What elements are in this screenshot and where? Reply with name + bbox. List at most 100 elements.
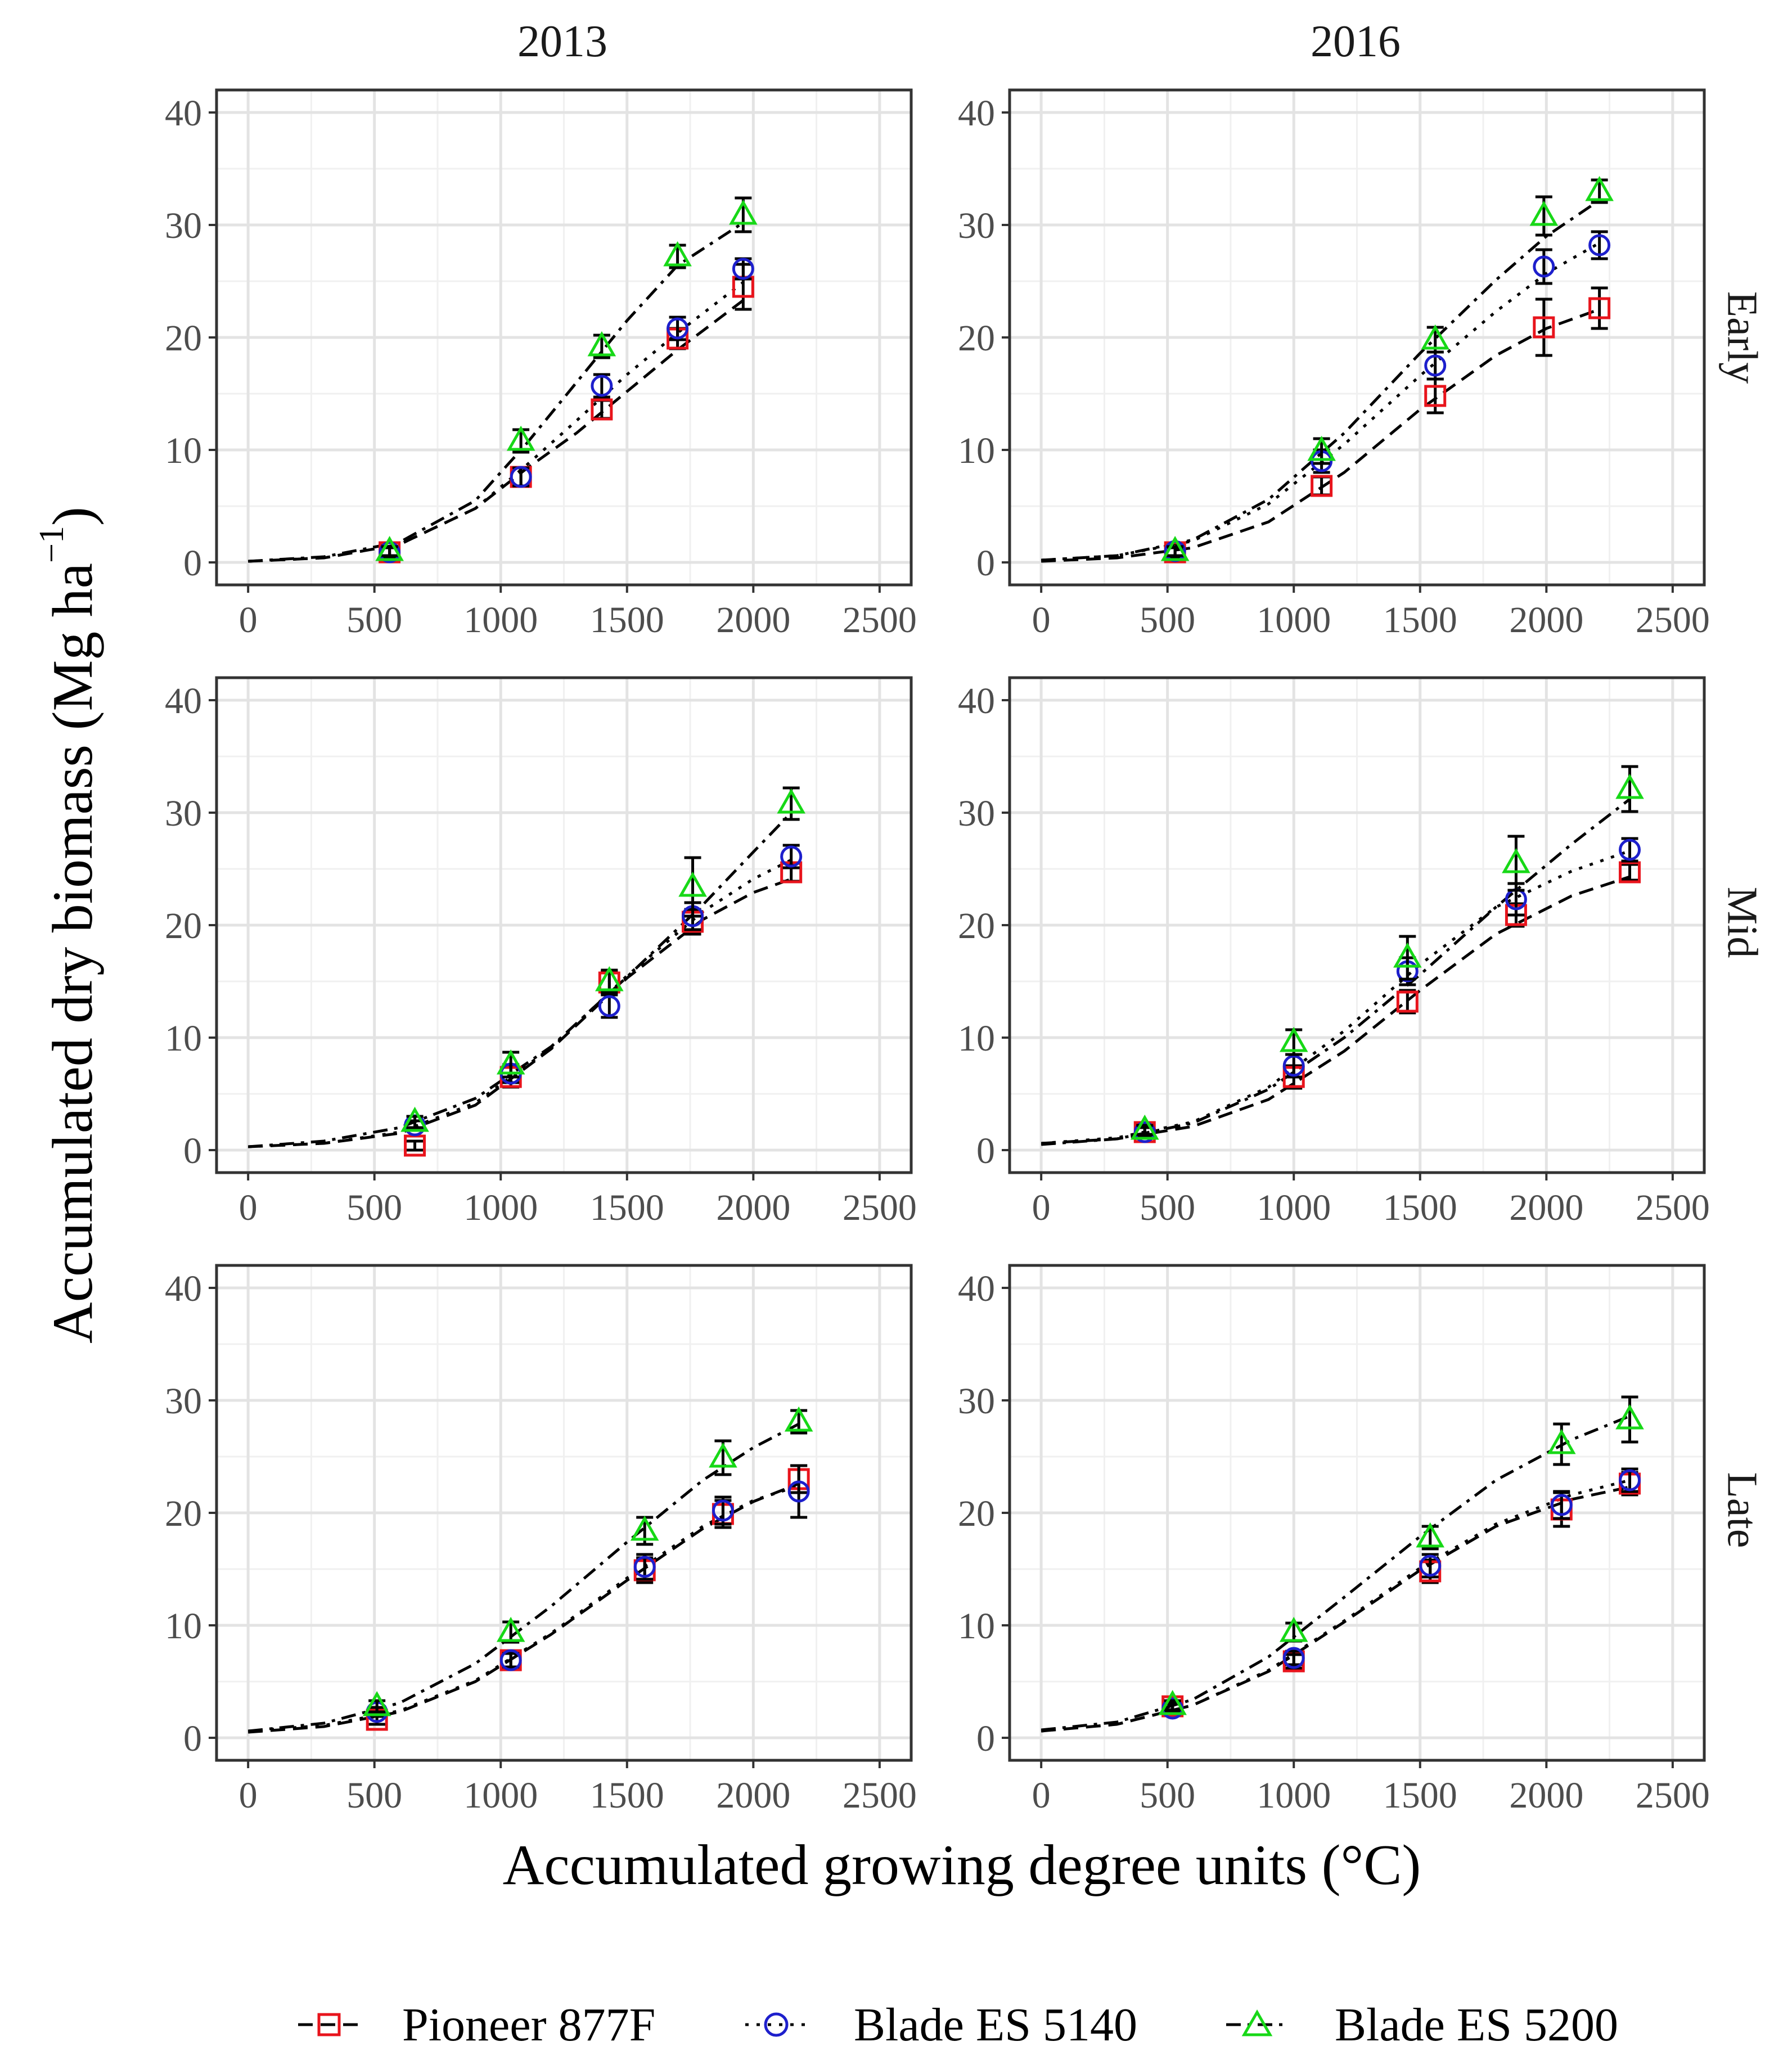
data-point-blade-es-5200 xyxy=(1160,535,1190,561)
panel-border xyxy=(1008,676,1706,1174)
data-point-blade-es-5140 xyxy=(1424,354,1447,377)
data-point-blade-es-5140 xyxy=(633,1556,656,1578)
data-point-blade-es-5200 xyxy=(1585,175,1614,201)
legend-marker-triangle xyxy=(1241,2009,1273,2036)
y-tick-label: 40 xyxy=(958,93,995,134)
x-tick-label: 0 xyxy=(239,1187,258,1228)
x-tick-label: 500 xyxy=(1140,1775,1195,1816)
y-tick-label: 30 xyxy=(958,793,995,834)
x-tick-label: 1000 xyxy=(463,1187,538,1228)
data-point-blade-es-5140 xyxy=(1588,234,1611,256)
data-point-blade-es-5140 xyxy=(510,466,532,488)
fit-line-blade-es-5200 xyxy=(1041,1414,1631,1732)
y-tick-label: 20 xyxy=(165,318,202,359)
y-tick-label: 20 xyxy=(958,1493,995,1534)
x-tick-label: 2500 xyxy=(1636,1187,1710,1228)
data-point-blade-es-5140 xyxy=(732,258,754,280)
data-point-blade-es-5140 xyxy=(598,995,620,1017)
y-tick-label: 10 xyxy=(958,1606,995,1647)
panel-border xyxy=(215,88,913,587)
y-tick-label: 10 xyxy=(165,430,202,471)
x-tick-label: 1000 xyxy=(463,1775,538,1816)
x-tick-label: 1500 xyxy=(1383,600,1457,641)
data-point-blade-es-5200 xyxy=(1393,942,1422,968)
fit-line-pioneer-877f xyxy=(1041,308,1600,563)
y-tick-label: 0 xyxy=(183,1130,202,1171)
x-tick-label: 500 xyxy=(346,1775,402,1816)
fit-line-blade-es-5200 xyxy=(247,221,744,563)
panel-border xyxy=(215,1264,913,1762)
y-tick-label: 40 xyxy=(165,1268,202,1309)
x-tick-label: 2500 xyxy=(843,600,917,641)
data-point-blade-es-5140 xyxy=(499,1649,522,1671)
fit-line-blade-es-5200 xyxy=(247,1422,800,1733)
y-tick-label: 30 xyxy=(165,793,202,834)
fit-line-blade-es-5200 xyxy=(1041,199,1601,562)
data-point-blade-es-5140 xyxy=(1619,839,1641,861)
data-point-blade-es-5200 xyxy=(663,241,692,267)
fit-line-blade-es-5140 xyxy=(1041,1479,1631,1733)
fit-line-blade-es-5140 xyxy=(247,281,744,563)
row-label-early: Early xyxy=(1719,291,1766,384)
data-point-blade-es-5200 xyxy=(595,966,624,992)
x-tick-label: 2000 xyxy=(716,600,790,641)
y-axis-label-main: Accumulated dry biomass (Mg ha xyxy=(41,563,105,1344)
data-point-pioneer-877f xyxy=(591,398,613,421)
data-point-blade-es-5140 xyxy=(712,1499,734,1522)
y-tick-label: 10 xyxy=(165,1018,202,1059)
y-tick-label: 30 xyxy=(165,1381,202,1422)
data-point-blade-es-5200 xyxy=(678,871,707,897)
y-tick-label: 10 xyxy=(958,430,995,471)
x-tick-label: 2000 xyxy=(716,1187,790,1228)
y-tick-label: 0 xyxy=(976,1130,995,1171)
legend-item-blade-es-5200: Blade ES 5200 xyxy=(1226,1999,1618,2051)
fit-line-blade-es-5140 xyxy=(247,1484,799,1733)
data-point-blade-es-5200 xyxy=(1615,773,1644,799)
x-tick-label: 0 xyxy=(1032,1775,1051,1816)
data-point-blade-es-5200 xyxy=(1130,1114,1159,1140)
data-point-blade-es-5200 xyxy=(784,1406,813,1432)
x-axis-label: Accumulated growing degree units (°C) xyxy=(503,1833,1421,1897)
panel-2013-early: 0 500 1000 1500 2000 2500 0 10 20 30 40 xyxy=(165,88,917,641)
data-point-blade-es-5140 xyxy=(1550,1494,1573,1516)
y-tick-label: 0 xyxy=(976,543,995,584)
column-title-2016: 2016 xyxy=(1311,17,1401,66)
panel-2013-mid: 0 500 1000 1500 2000 2500 0 10 20 30 40 xyxy=(165,676,917,1228)
y-tick-label: 40 xyxy=(958,681,995,722)
panel-border xyxy=(1008,1264,1706,1762)
data-point-blade-es-5140 xyxy=(1282,1054,1305,1077)
x-tick-label: 2000 xyxy=(1509,1187,1583,1228)
y-tick-label: 0 xyxy=(183,543,202,584)
data-point-blade-es-5200 xyxy=(496,1616,525,1642)
data-point-blade-es-5200 xyxy=(1421,324,1450,350)
x-tick-label: 2000 xyxy=(1509,1775,1583,1816)
y-axis-label: Accumulated dry biomass (Mg ha−1) xyxy=(33,507,105,1344)
data-point-blade-es-5200 xyxy=(1547,1428,1576,1454)
x-tick-label: 1000 xyxy=(463,600,538,641)
data-point-blade-es-5200 xyxy=(1529,200,1559,226)
x-tick-label: 500 xyxy=(1140,1187,1195,1228)
y-tick-label: 30 xyxy=(958,205,995,246)
data-point-pioneer-877f xyxy=(1588,297,1611,319)
x-tick-label: 1000 xyxy=(1257,1775,1331,1816)
data-point-blade-es-5200 xyxy=(1416,1522,1445,1548)
y-tick-label: 20 xyxy=(958,905,995,947)
legend-label-blade-es-5200: Blade ES 5200 xyxy=(1335,1999,1618,2051)
data-point-blade-es-5200 xyxy=(400,1106,429,1132)
data-point-blade-es-5200 xyxy=(1615,1404,1644,1430)
x-tick-label: 500 xyxy=(1140,600,1195,641)
x-tick-label: 2500 xyxy=(843,1775,917,1816)
x-tick-label: 1500 xyxy=(590,600,664,641)
data-point-blade-es-5200 xyxy=(375,535,404,561)
data-point-blade-es-5140 xyxy=(1419,1554,1442,1577)
data-point-pioneer-877f xyxy=(1396,990,1419,1013)
data-point-blade-es-5140 xyxy=(379,541,401,564)
x-tick-label: 1500 xyxy=(590,1775,664,1816)
legend-item-pioneer-877f: Pioneer 877F xyxy=(298,1999,655,2051)
row-label-mid: Mid xyxy=(1719,887,1766,958)
y-tick-label: 20 xyxy=(958,318,995,359)
data-point-pioneer-877f xyxy=(1619,861,1641,884)
y-tick-label: 40 xyxy=(165,681,202,722)
panel-2016-late: 0 500 1000 1500 2000 2500 0 10 20 30 40 xyxy=(958,1264,1710,1816)
data-point-blade-es-5200 xyxy=(1307,435,1336,461)
